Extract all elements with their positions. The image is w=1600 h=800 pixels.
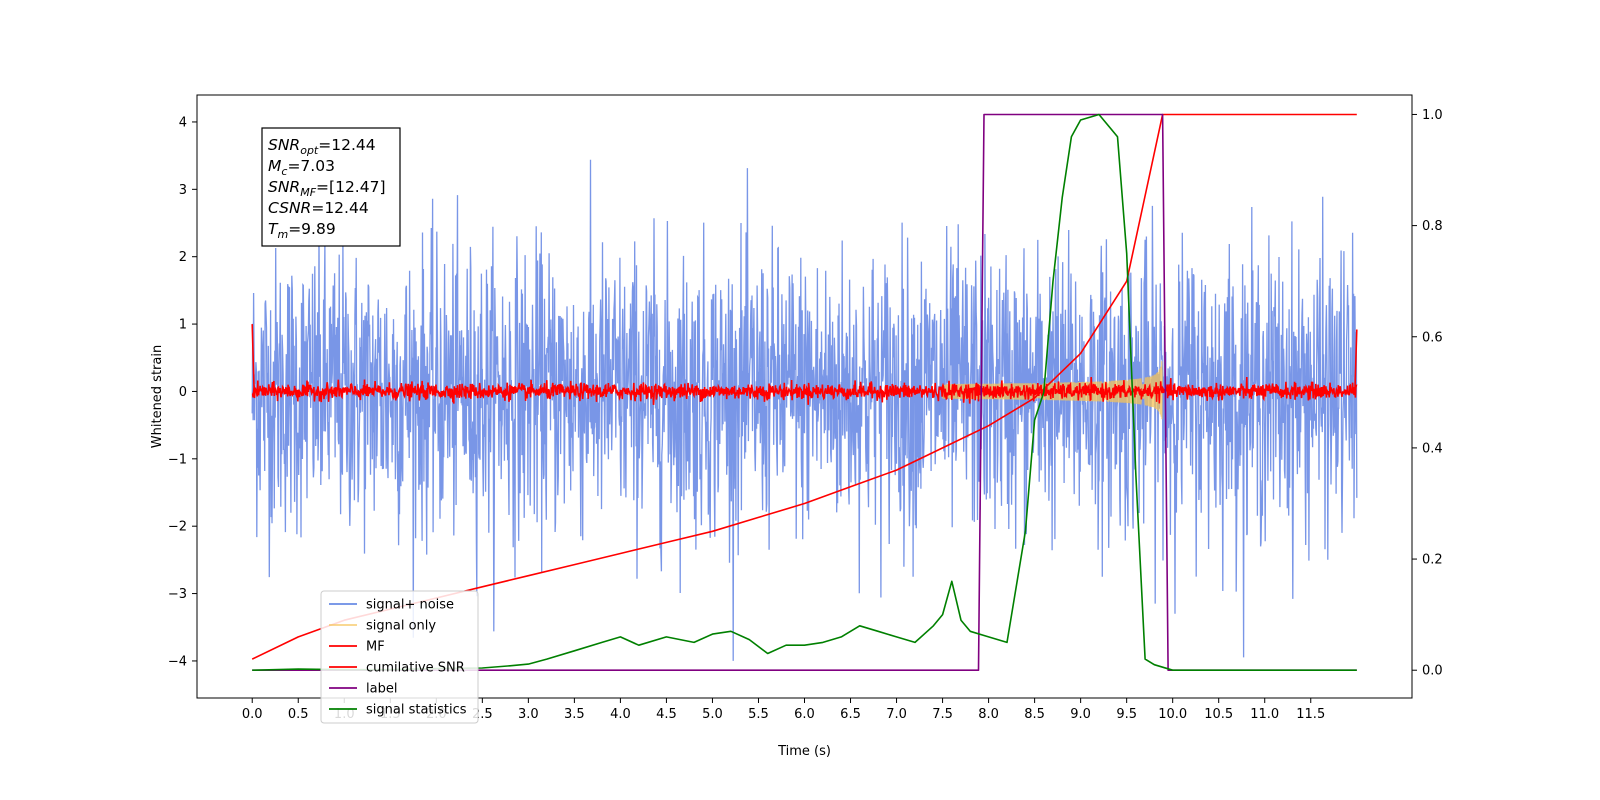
y2-tick-label: 0.2 <box>1422 553 1443 568</box>
x-tick-label: 6.0 <box>794 707 815 722</box>
x-tick-label: 11.5 <box>1296 707 1325 722</box>
y-tick-label: 3 <box>179 183 187 198</box>
y2-tick-label: 0.6 <box>1422 330 1443 345</box>
y-tick-label: −1 <box>168 452 187 467</box>
plot-area <box>251 113 1358 672</box>
x-tick-label: 0.0 <box>242 707 263 722</box>
y2-tick-label: 0.8 <box>1422 219 1443 234</box>
x-tick-label: 9.5 <box>1116 707 1137 722</box>
legend-label: MF <box>366 640 385 655</box>
y-tick-label: −3 <box>168 587 187 602</box>
annotation-line: Mc=7.03 <box>268 157 335 178</box>
x-tick-label: 6.5 <box>840 707 861 722</box>
x-tick-label: 5.0 <box>702 707 723 722</box>
x-tick-label: 10.0 <box>1158 707 1187 722</box>
annotation-line: SNRMF=[12.47] <box>268 178 386 199</box>
y-tick-label: 4 <box>179 115 187 130</box>
x-tick-label: 4.5 <box>656 707 677 722</box>
x-tick-label: 9.0 <box>1070 707 1091 722</box>
annotation-line: Tm=9.89 <box>268 220 336 241</box>
x-tick-label: 8.0 <box>978 707 999 722</box>
y-axis-label: Whitened strain <box>150 345 165 448</box>
x-tick-label: 0.5 <box>288 707 309 722</box>
y-tick-label: 0 <box>179 385 187 400</box>
annotation-box: SNRopt=12.44Mc=7.03SNRMF=[12.47]CSNR=12.… <box>261 127 401 247</box>
x-tick-label: 7.0 <box>886 707 907 722</box>
x-tick-label: 3.0 <box>518 707 539 722</box>
legend-label: label <box>366 682 397 697</box>
x-tick-label: 11.0 <box>1250 707 1279 722</box>
y-tick-label: 1 <box>179 318 187 333</box>
y-tick-label: 2 <box>179 250 187 265</box>
y2-tick-label: 0.0 <box>1422 664 1443 679</box>
y2-tick-label: 0.4 <box>1422 441 1443 456</box>
legend-frame <box>320 590 479 724</box>
series-signal-noise <box>251 159 1358 661</box>
legend-label: signal+ noise <box>366 598 454 613</box>
x-tick-label: 3.5 <box>564 707 585 722</box>
y-tick-label: −4 <box>168 654 187 669</box>
series-mf <box>251 324 1358 405</box>
legend-label: cumilative SNR <box>366 661 465 676</box>
x-tick-label: 8.5 <box>1024 707 1045 722</box>
x-tick-label: 7.5 <box>932 707 953 722</box>
annotation-line: SNRopt=12.44 <box>268 136 376 157</box>
x-tick-label: 10.5 <box>1204 707 1233 722</box>
annotation-line: CSNR=12.44 <box>268 199 369 217</box>
legend: signal+ noise signal only MF cumilative SNR… <box>320 590 479 724</box>
x-tick-label: 5.5 <box>748 707 769 722</box>
series-signal-statistics <box>252 113 1357 672</box>
x-tick-label: 4.0 <box>610 707 631 722</box>
y2-tick-label: 1.0 <box>1422 108 1443 123</box>
x-axis-label: Time (s) <box>777 744 831 759</box>
legend-label: signal only <box>366 619 436 634</box>
legend-label: signal statistics <box>366 703 467 718</box>
annotation-frame <box>261 127 401 247</box>
y-tick-label: −2 <box>168 520 187 535</box>
